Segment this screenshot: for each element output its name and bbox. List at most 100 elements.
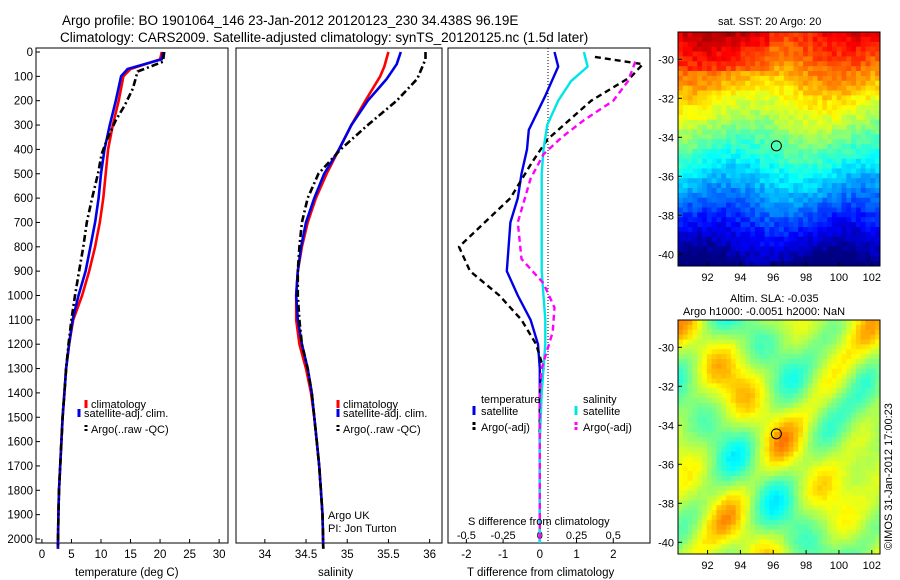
heatmap-cell xyxy=(827,534,833,540)
heatmap-cell xyxy=(750,188,756,194)
heatmap-cell xyxy=(831,534,838,540)
heatmap-cell xyxy=(817,437,823,443)
heatmap-cell xyxy=(860,183,866,189)
heatmap-cell xyxy=(831,339,838,345)
heatmap-cell xyxy=(697,183,703,189)
heatmap-cell xyxy=(865,519,871,526)
heatmap-cell xyxy=(740,441,746,448)
heatmap-cell xyxy=(851,544,857,550)
heatmap-cell xyxy=(735,368,741,375)
heatmap-cell xyxy=(740,256,746,262)
heatmap-cell xyxy=(735,476,741,482)
heatmap-cell xyxy=(875,480,881,487)
heatmap-cell xyxy=(836,510,842,516)
heatmap-cell xyxy=(706,388,713,394)
heatmap-cell xyxy=(817,461,823,467)
heatmap-cell xyxy=(798,149,804,155)
heatmap-cell xyxy=(678,110,684,116)
heatmap-cell xyxy=(798,75,804,82)
heatmap-cell xyxy=(716,149,722,155)
heatmap-cell xyxy=(769,349,775,355)
heatmap-cell xyxy=(706,61,713,67)
heatmap-cell xyxy=(779,110,785,116)
heatmap-cell xyxy=(817,217,823,223)
heatmap-cell xyxy=(875,124,881,130)
heatmap-cell xyxy=(745,80,751,87)
heatmap-cell xyxy=(759,329,765,336)
heatmap-cell xyxy=(706,231,713,238)
heatmap-cell xyxy=(803,476,809,482)
heatmap-cell xyxy=(841,207,847,213)
heatmap-cell xyxy=(740,515,746,521)
heatmap-cell xyxy=(793,427,799,433)
heatmap-cell xyxy=(836,446,842,453)
heatmap-cell xyxy=(745,139,751,145)
heatmap-cell xyxy=(750,56,756,62)
heatmap-cell xyxy=(831,519,838,526)
heatmap-cell xyxy=(759,500,765,506)
x-tick-label: 5 xyxy=(68,549,74,561)
heatmap-cell xyxy=(716,402,722,409)
heatmap-cell xyxy=(875,100,881,106)
heatmap-cell xyxy=(836,451,842,457)
heatmap-cell xyxy=(836,363,842,370)
heatmap-cell xyxy=(855,412,862,418)
heatmap-cell xyxy=(764,183,770,189)
heatmap-cell xyxy=(754,432,761,438)
heatmap-cell xyxy=(831,544,838,550)
heatmap-cell xyxy=(817,95,823,101)
heatmap-cell xyxy=(779,510,785,516)
heatmap-cell xyxy=(822,66,828,72)
heatmap-cell xyxy=(692,544,698,550)
heatmap-cell xyxy=(702,417,708,423)
heatmap-cell xyxy=(860,261,866,267)
heatmap-cell xyxy=(836,480,842,487)
heatmap-cell xyxy=(764,188,770,194)
heatmap-cell xyxy=(745,432,751,438)
heatmap-cell xyxy=(697,261,703,267)
heatmap-cell xyxy=(836,256,842,262)
heatmap-cell xyxy=(855,480,862,487)
heatmap-cell xyxy=(846,212,852,218)
heatmap-cell xyxy=(764,456,770,462)
heatmap-cell xyxy=(865,534,871,540)
heatmap-cell xyxy=(855,149,862,155)
heatmap-cell xyxy=(750,324,756,331)
heatmap-cell xyxy=(682,90,689,96)
heatmap-cell xyxy=(798,456,804,462)
heatmap-cell xyxy=(692,485,698,492)
heatmap-cell xyxy=(764,139,770,145)
heatmap-cell xyxy=(865,324,871,331)
heatmap-cell xyxy=(726,412,732,418)
heatmap-cell xyxy=(855,539,862,545)
heatmap-cell xyxy=(735,139,741,145)
heatmap-cell xyxy=(692,480,698,487)
heatmap-cell xyxy=(702,261,708,267)
heatmap-cell xyxy=(682,85,689,91)
heatmap-cell xyxy=(870,427,876,433)
heatmap-cell xyxy=(865,192,871,199)
heatmap-cell xyxy=(798,119,804,126)
heatmap-cell xyxy=(793,515,799,521)
heatmap-cell xyxy=(812,500,818,506)
y-tick-label: 100 xyxy=(14,71,33,83)
heatmap-cell xyxy=(697,114,703,121)
heatmap-cell xyxy=(754,549,761,555)
heatmap-cell xyxy=(875,163,881,169)
heatmap-cell xyxy=(788,417,794,423)
heatmap-cell xyxy=(855,515,862,521)
heatmap-cell xyxy=(706,90,713,96)
heatmap-cell xyxy=(774,46,780,52)
heatmap-cell xyxy=(687,432,693,438)
heatmap-cell xyxy=(730,427,737,433)
heatmap-cell xyxy=(754,422,761,428)
heatmap-cell xyxy=(759,334,765,340)
heatmap-cell xyxy=(836,519,842,526)
heatmap-cell xyxy=(841,163,847,169)
heatmap-cell xyxy=(841,510,847,516)
heatmap-cell xyxy=(740,378,746,384)
heatmap-cell xyxy=(682,427,689,433)
heatmap-cell xyxy=(764,105,770,111)
heatmap-cell xyxy=(807,412,814,418)
heatmap-cell xyxy=(851,432,857,438)
